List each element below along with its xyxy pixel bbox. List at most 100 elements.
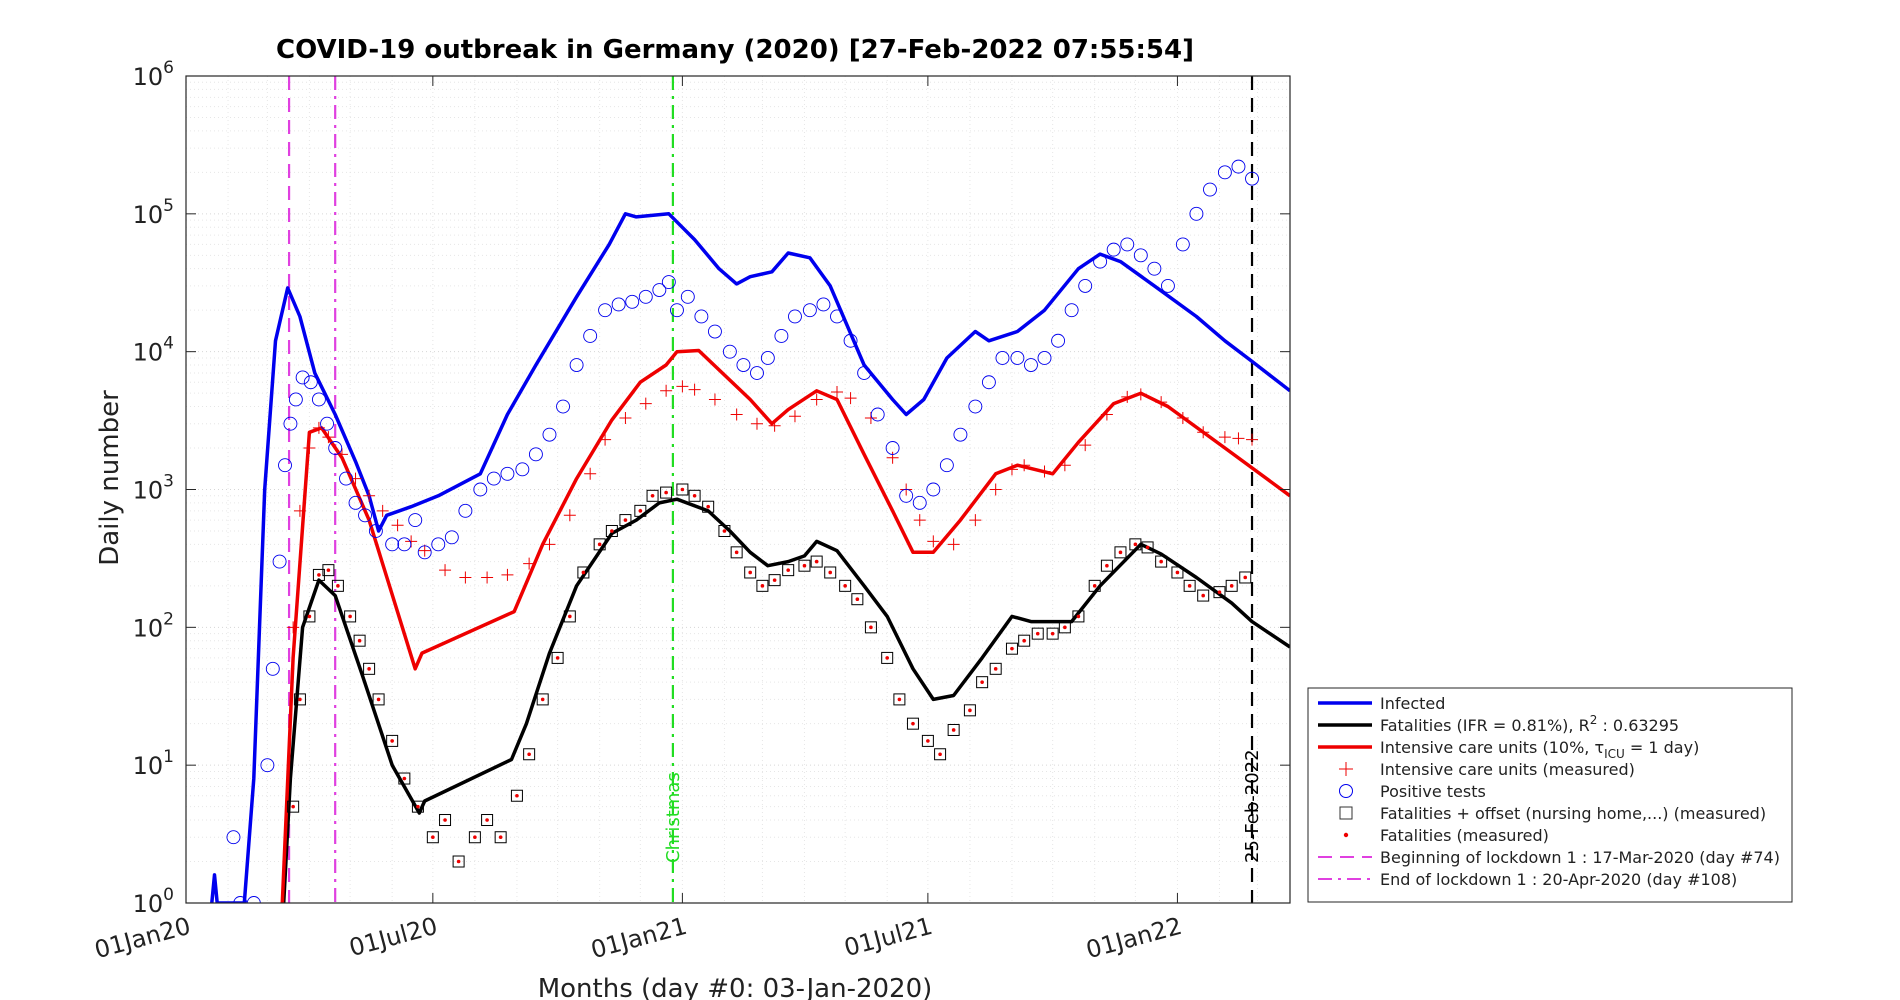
fatality-measured-marker [1201,593,1205,598]
legend-circle-symbol [1339,784,1353,798]
fatality-offset-marker [353,634,366,647]
fatality-measured-marker [1175,570,1180,575]
icu-measured-marker [1121,390,1134,403]
positive-test-marker [1217,165,1232,180]
fatality-offset-marker [1155,555,1168,568]
positive-test-marker [311,392,326,407]
positive-test-marker [981,375,996,390]
legend-entry-text: End of lockdown 1 : 20-Apr-2020 (day #10… [1380,870,1737,889]
icu-measured-marker [676,380,689,393]
fatality-offset-marker [1046,627,1059,640]
y-tick-exponent: 6 [163,58,174,78]
positive-test-marker [500,466,515,481]
fatality-offset-marker [824,566,837,579]
fatality-offset-marker [1213,586,1226,599]
fatality-offset-marker [372,693,385,706]
y-tick-base: 10 [133,201,164,229]
fatality-measured-marker [568,614,572,619]
x-tick-label: 01Jan21 [588,912,690,964]
fatality-offset-marker [293,693,306,706]
fatality-measured-marker [326,568,331,572]
y-tick-base: 10 [133,890,164,918]
y-tick-label: 105 [133,196,174,229]
fatality-measured-marker [485,818,489,822]
positive-test-marker [339,471,353,486]
icu-measured-marker [619,412,632,425]
icu-measured-marker [481,571,494,584]
positive-test-marker [995,351,1010,365]
legend-entry-text: Fatalities (IFR = 0.81%), R2 : 0.63295 [1380,713,1679,735]
positive-test-marker [556,399,570,414]
fatality-measured-marker [498,835,503,840]
y-tick-label: 100 [133,885,174,918]
fatality-measured-marker [317,573,321,577]
y-tick-exponent: 5 [163,196,174,216]
legend-entry-main: Intensive care units (10%, τ [1380,738,1604,757]
positive-test-marker [857,366,872,380]
positive-test-marker [246,896,261,903]
fatality-measured-marker [1159,559,1163,564]
positive-test-marker [542,427,557,442]
positive-test-marker [1106,242,1121,257]
icu-measured-marker [1246,433,1259,446]
fatality-offset-marker [798,559,811,572]
fatality-measured-marker [772,578,777,582]
positive-test-marker [358,508,372,523]
positive-test-marker [1133,248,1148,263]
fatality-offset-marker [864,621,877,634]
fatality-offset-marker [989,662,1002,675]
plot-area: Christmas 25-Feb-202210010110210310410510… [92,58,1291,964]
icu-measured-marker [844,392,857,405]
icu-measured-marker [293,504,306,517]
positive-test-marker [802,303,817,318]
fatality-measured-marker [390,739,394,743]
fatality-offset-marker [331,579,344,592]
fatality-offset-marker [839,579,852,592]
positive-test-marker [598,303,613,318]
positive-test-marker [885,441,900,455]
icu-measured-marker [750,417,763,430]
fatality-offset-marker [934,748,947,761]
fatality-offset-marker [1072,610,1085,623]
positive-test-marker [816,297,831,312]
icu-measured-marker [322,431,335,444]
fatality-offset-marker [411,800,424,813]
icu-measured-marker [639,397,652,410]
fatality-measured-marker [911,721,915,726]
fatality-measured-marker [1035,631,1040,636]
fatality-offset-marker [1031,627,1044,640]
fatality-measured-marker [926,739,930,743]
fatality-measured-marker [348,614,352,619]
positive-test-marker [1203,182,1217,197]
icu-measured-marker [788,410,801,423]
fatality-offset-marker [1197,589,1210,602]
fatality-offset-marker [619,514,632,527]
fatality-offset-marker [947,723,960,736]
fatality-offset-marker [1141,541,1154,554]
icu-measured-marker [831,385,844,398]
legend-entry-text: Beginning of lockdown 1 : 17-Mar-2020 (d… [1380,848,1780,867]
icu-measured-marker [563,509,576,522]
fatality-offset-marker [688,489,701,502]
positive-test-marker [670,303,684,318]
fatality-measured-marker [993,667,998,671]
icu-measured-marker [1134,388,1147,401]
legend-entry-main: Intensive care units (measured) [1380,760,1635,779]
fatality-measured-marker [367,667,371,671]
positive-test-marker [283,416,298,431]
y-tick-base: 10 [133,614,164,642]
positive-test-marker [1160,278,1175,293]
y-tick-exponent: 0 [163,885,174,905]
legend-entry-text: Intensive care units (10%, τICU = 1 day) [1380,738,1699,761]
fatality-offset-marker [1005,642,1018,655]
legend-entry-main: Fatalities (IFR = 0.81%), R [1380,716,1590,735]
positive-test-marker [385,537,400,552]
icu-measured-marker [708,393,721,406]
fatality-measured-marker [1187,584,1192,588]
fatality-measured-marker [664,490,668,495]
y-tick-base: 10 [133,752,164,780]
positive-test-marker [226,830,241,845]
fatality-offset-marker [386,734,399,747]
